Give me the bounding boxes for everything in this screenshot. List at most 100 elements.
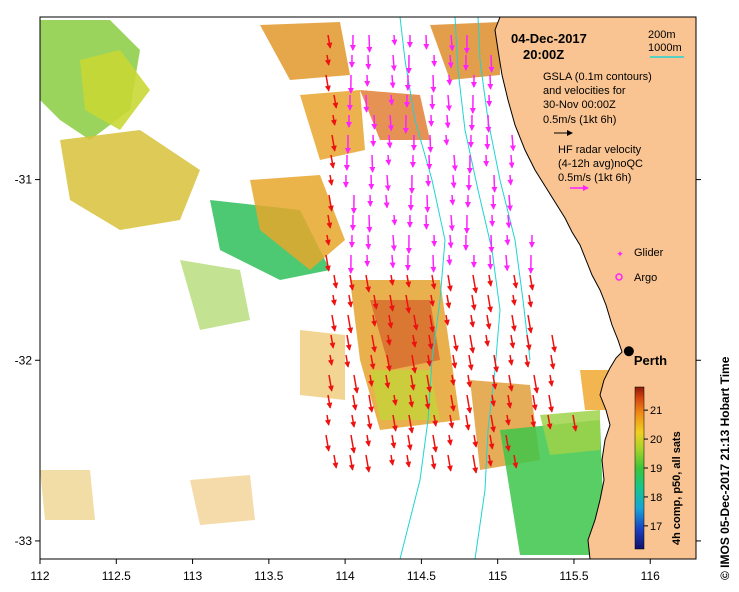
hf-vector-arrow <box>504 434 511 452</box>
credit-text: © IMOS 05-Dec-2017 21:13 Hobart Time <box>718 356 732 580</box>
hf-vector-arrow <box>390 434 397 449</box>
hf-vector-arrow <box>488 54 495 73</box>
hf-vector-arrow <box>366 214 373 233</box>
hf-vector-arrow <box>426 374 432 393</box>
hf-vector-arrow <box>448 214 455 232</box>
hf-vector-arrow <box>472 434 479 448</box>
glider-marker-icon: ✦ <box>616 249 624 259</box>
hf-vector-arrow <box>527 314 534 334</box>
isobath-1000m-label: 1000m <box>648 42 682 54</box>
hf-vector-arrow <box>531 394 538 411</box>
hf-vector-arrow <box>344 354 351 368</box>
hf-vector-arrow <box>371 334 377 353</box>
hf-vector-arrow <box>345 334 352 351</box>
hf-vector-arrow <box>508 154 515 169</box>
colorbar-label: 4h comp, p50, all sats <box>671 431 683 545</box>
hf-vector-arrow <box>368 374 374 387</box>
hf-vector-arrow <box>424 394 431 410</box>
hf-vector-arrow <box>527 294 534 308</box>
hf-legend-line1: HF radar velocity <box>558 144 642 156</box>
hf-vector-arrow <box>488 234 495 253</box>
hf-vector-arrow <box>533 374 540 394</box>
hf-vector-arrow <box>469 334 476 354</box>
hf-vector-arrow <box>524 354 531 368</box>
hf-vector-arrow <box>488 434 495 450</box>
hf-legend-line2: (4-12h avg)noQC <box>558 158 643 170</box>
hf-vector-arrow <box>326 34 333 49</box>
hf-vector-arrow <box>451 154 458 172</box>
hf-vector-arrow <box>391 214 398 226</box>
hf-vector-arrow <box>443 314 450 326</box>
hf-vector-arrow <box>388 274 395 286</box>
hf-vector-arrow <box>406 434 413 451</box>
hf-vector-arrow <box>424 194 431 213</box>
hf-vector-arrow <box>348 274 355 291</box>
hf-vector-arrow <box>371 314 377 327</box>
hf-vector-arrow <box>452 334 459 352</box>
hf-vector-arrow <box>430 74 437 93</box>
hf-vector-arrow <box>446 254 453 266</box>
hf-vector-arrow <box>408 414 415 434</box>
x-tick-label: 114.5 <box>407 569 436 583</box>
isobath-200m-label: 200m <box>648 29 676 41</box>
hf-vector-arrow <box>507 174 514 186</box>
hf-vector-arrow <box>423 214 430 230</box>
hf-vector-arrow <box>324 254 331 272</box>
x-tick-label: 112.5 <box>102 569 131 583</box>
hf-vector-arrow <box>411 354 418 374</box>
hf-vector-arrow <box>530 414 537 428</box>
hf-vector-arrow <box>405 294 412 314</box>
land-western-australia <box>494 17 696 559</box>
hf-vector-arrow <box>490 194 497 210</box>
hf-vector-arrow <box>330 314 337 332</box>
plot-frame <box>39 16 697 560</box>
hf-vector-arrow <box>484 334 490 347</box>
hf-vector-arrow <box>484 134 491 150</box>
colorbar-ticks: 17 18 19 20 21 <box>644 405 662 533</box>
argo-label: Argo <box>634 272 657 284</box>
hf-vector-arrow <box>384 174 391 192</box>
hf-vector-arrow <box>487 254 494 270</box>
hf-vector-arrow <box>448 414 455 429</box>
hf-vector-arrow <box>487 294 493 313</box>
hf-vector-arrow <box>330 294 337 306</box>
hf-vector-arrow <box>412 314 419 331</box>
hf-vector-arrow <box>329 154 336 169</box>
hf-vector-arrow <box>429 294 435 307</box>
hf-vector-arrow <box>326 394 333 409</box>
colorbar-tick-label: 19 <box>650 463 662 475</box>
hf-vector-arrow <box>324 54 331 66</box>
hf-vector-arrow <box>504 234 511 246</box>
hf-vector-arrow <box>426 154 433 170</box>
hf-vector-arrow <box>391 34 398 46</box>
hf-vector-arrow <box>430 254 437 273</box>
perth-city-marker <box>623 346 634 357</box>
hf-vector-arrow <box>445 94 452 112</box>
hf-vector-arrow <box>330 134 337 152</box>
hf-vector-arrow <box>324 74 331 92</box>
hf-vector-arrow <box>487 454 493 467</box>
hf-vector-arrow <box>450 174 457 189</box>
hf-vector-arrow <box>324 434 331 452</box>
hf-vector-arrow <box>506 394 513 409</box>
glider-label: Glider <box>634 247 664 259</box>
map-time: 20:00Z <box>523 47 564 62</box>
hf-vector-arrow <box>447 234 454 249</box>
hf-vector-arrow <box>448 34 455 52</box>
gsla-legend-line3: 30-Nov 00:00Z <box>543 99 616 111</box>
hf-vector-arrow <box>509 134 516 152</box>
hf-vector-arrow <box>509 334 516 349</box>
hf-vector-arrow <box>510 294 517 306</box>
hf-vector-arrow <box>427 134 434 153</box>
hf-vector-arrow <box>389 74 396 89</box>
hf-vector-arrow <box>332 454 339 469</box>
x-tick-label: 115 <box>488 569 507 583</box>
hf-vector-arrow <box>427 334 434 350</box>
hf-vector-arrow <box>429 94 436 110</box>
x-tick-label: 112 <box>30 569 49 583</box>
hf-vector-arrow <box>505 214 512 229</box>
hf-vector-arrow <box>366 34 373 53</box>
hf-vector-arrow <box>365 234 372 250</box>
hf-vector-arrow <box>388 454 395 466</box>
hf-vector-arrow <box>512 454 519 469</box>
